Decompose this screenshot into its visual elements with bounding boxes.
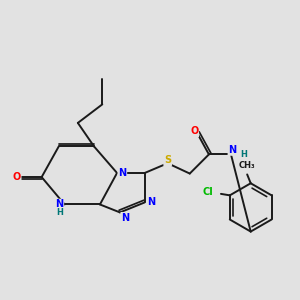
Text: H: H	[56, 208, 63, 217]
Text: S: S	[164, 155, 171, 165]
Text: N: N	[147, 197, 155, 207]
Text: Cl: Cl	[202, 188, 213, 197]
Text: N: N	[55, 200, 63, 209]
Text: N: N	[121, 213, 129, 223]
Text: O: O	[190, 126, 198, 136]
Text: N: N	[118, 168, 126, 178]
Text: O: O	[13, 172, 21, 182]
Text: CH₃: CH₃	[239, 161, 256, 170]
Text: H: H	[240, 150, 247, 159]
Text: N: N	[228, 145, 236, 155]
